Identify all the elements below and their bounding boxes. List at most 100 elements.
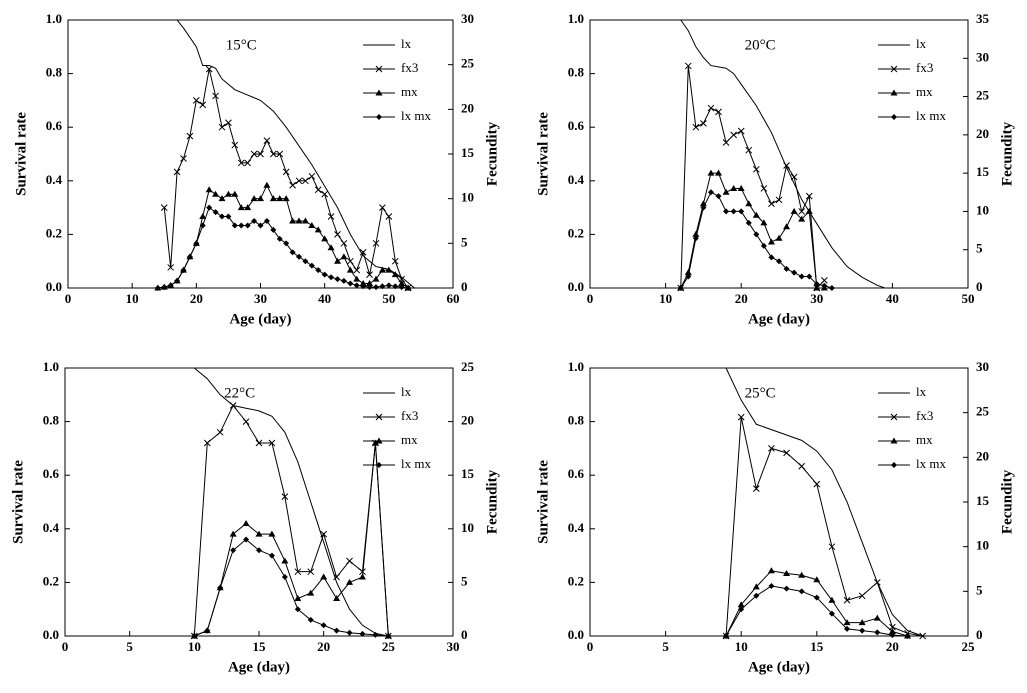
marker-x [684, 62, 692, 70]
marker-x [281, 493, 289, 500]
legend-label: mx [401, 84, 418, 99]
marker-diamond [359, 630, 366, 637]
series-line [725, 585, 908, 637]
marker-diamond [283, 240, 290, 247]
y-axis-label: Survival rate [535, 112, 551, 196]
series-line [590, 19, 886, 289]
marker-x [333, 573, 340, 581]
plot-frame [64, 367, 454, 637]
marker-x [768, 200, 775, 208]
y-tick-label: 0.4 [568, 520, 585, 535]
marker-x [752, 485, 760, 492]
y2-tick-label: 25 [461, 359, 475, 374]
chart-panel: 0 10 20 30 40 50 60 0.0 0.2 0.4 0.6 0.8 1.0 0 5 10 15 20 2… [13, 11, 500, 327]
marker-diamond [891, 114, 897, 120]
marker-diamond [307, 616, 314, 623]
marker-x [889, 623, 896, 631]
series-line [65, 367, 389, 637]
series-line [157, 184, 409, 289]
x-tick-label: 25 [382, 639, 396, 654]
marker-diamond [783, 265, 790, 272]
marker-diamond [385, 282, 392, 289]
marker-diamond [760, 242, 767, 249]
marker-diamond [238, 222, 245, 229]
marker-diamond [379, 283, 386, 290]
y-axis-label: Survival rate [13, 112, 29, 196]
marker-x [269, 150, 277, 158]
marker-diamond [768, 582, 775, 589]
marker-diamond [813, 594, 820, 601]
marker-triangle [224, 190, 232, 197]
y2-axis-label: Fecundity [999, 469, 1015, 534]
marker-diamond [204, 627, 211, 634]
y2-tick-label: 20 [461, 100, 474, 115]
marker-triangle [358, 573, 366, 580]
x-tick-label: 5 [126, 639, 133, 654]
marker-triangle [257, 195, 264, 202]
marker-diamond [821, 282, 828, 289]
marker-diamond [738, 208, 745, 215]
marker-diamond [904, 633, 911, 639]
marker-diamond [813, 281, 820, 288]
y2-tick-label: 25 [461, 56, 475, 71]
marker-diamond [889, 632, 896, 639]
x-tick-label: 10 [735, 639, 748, 654]
marker-diamond [677, 285, 684, 291]
marker-triangle [353, 275, 361, 282]
marker-diamond [161, 284, 168, 291]
series-line [194, 442, 389, 637]
marker-x [205, 65, 213, 73]
legend-label: lx mx [916, 456, 946, 471]
marker-x [760, 185, 768, 192]
marker-diamond [405, 285, 412, 291]
marker-x [783, 162, 790, 169]
x-tick-label: 5 [662, 639, 669, 654]
marker-diamond [753, 231, 760, 238]
marker-diamond [302, 258, 309, 265]
marker-x [186, 132, 194, 140]
marker-x [715, 108, 722, 116]
x-tick-label: 15 [253, 639, 267, 654]
marker-x [813, 480, 821, 488]
x-tick-label: 0 [587, 639, 594, 654]
y2-tick-label: 25 [976, 88, 990, 103]
marker-diamond [154, 285, 161, 291]
marker-diamond [692, 235, 699, 242]
x-tick-label: 10 [659, 291, 672, 306]
y-tick-label: 0.8 [568, 413, 585, 428]
y-tick-label: 0.8 [46, 65, 63, 80]
x-axis-label: Age (day) [229, 311, 291, 327]
y-tick-label: 1.0 [568, 11, 584, 26]
plot-frame [589, 367, 969, 637]
series-line [680, 65, 825, 290]
marker-diamond [828, 610, 835, 617]
marker-x [231, 141, 239, 149]
marker-triangle [730, 184, 738, 191]
marker-triangle [767, 567, 775, 574]
marker-x [379, 204, 386, 211]
y2-tick-label: 5 [461, 234, 468, 249]
marker-triangle [314, 226, 322, 233]
marker-x [375, 413, 383, 421]
marker-x [775, 196, 783, 204]
marker-triangle [737, 184, 745, 191]
marker-diamond [212, 209, 219, 216]
marker-triangle [334, 257, 341, 264]
marker-diamond [308, 262, 315, 269]
x-tick-label: 20 [735, 291, 748, 306]
marker-diamond [340, 277, 347, 284]
marker-x [340, 239, 348, 247]
marker-triangle [692, 230, 700, 237]
marker-x [229, 402, 237, 409]
marker-diamond [174, 277, 181, 284]
legend-label: mx [401, 432, 418, 447]
marker-x [294, 568, 302, 576]
marker-x [375, 65, 383, 73]
y-tick-label: 0.0 [568, 627, 584, 642]
marker-diamond [768, 254, 775, 261]
y2-tick-label: 30 [976, 359, 989, 374]
marker-x [167, 264, 175, 271]
marker-diamond [373, 284, 379, 291]
y2-tick-label: 5 [461, 573, 468, 588]
marker-x [199, 101, 207, 109]
